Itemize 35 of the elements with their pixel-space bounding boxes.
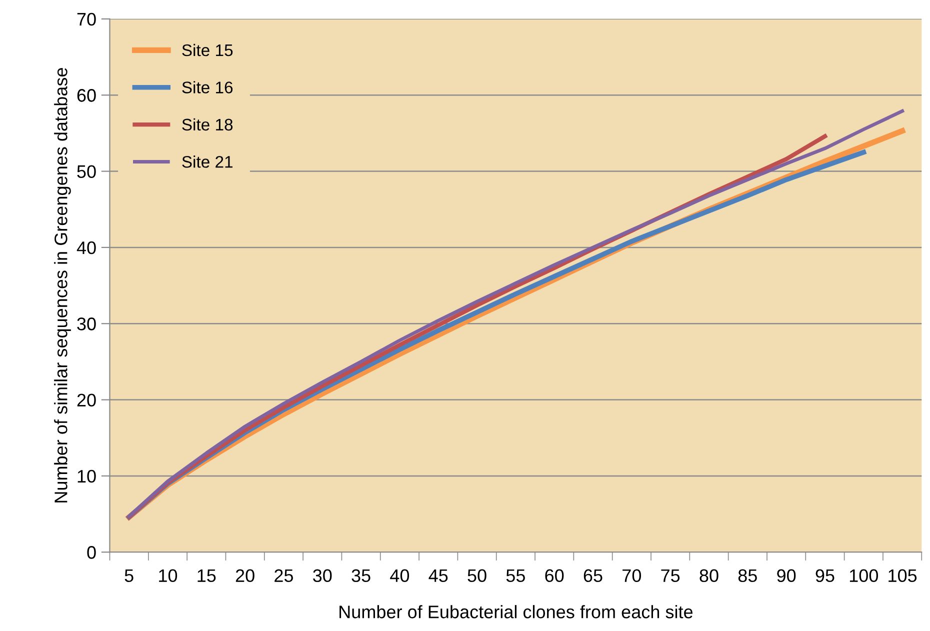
x-tick-label: 35 (352, 569, 370, 582)
x-tick-label: 30 (313, 569, 332, 582)
x-tick-label: 25 (274, 569, 293, 582)
x-tick-label: 80 (700, 569, 718, 582)
x-tick-label: 50 (468, 569, 486, 582)
legend-label: Site 21 (182, 156, 232, 168)
legend-label: Site 18 (182, 118, 233, 131)
x-tick-label: 15 (198, 569, 216, 582)
x-tick-label: 70 (622, 569, 642, 582)
x-tick-label: 60 (545, 569, 564, 582)
x-tick-label: 40 (390, 569, 410, 582)
x-tick-label: 45 (428, 569, 448, 582)
x-tick-label: 75 (661, 569, 680, 582)
x-tick-label: 20 (236, 569, 254, 582)
y-axis-title: Number of similar sequences in Greengenes database (54, 68, 71, 502)
legend-label: Site 15 (182, 44, 233, 56)
y-tick-label: 50 (77, 165, 96, 178)
x-tick-label: 10 (159, 569, 178, 582)
x-axis-title: Number of Eubacterial clones from each site (340, 605, 693, 618)
y-tick-label: 20 (77, 394, 96, 407)
y-tick-label: 10 (78, 470, 96, 483)
y-tick-label: 70 (77, 12, 96, 26)
x-tick-label: 95 (816, 569, 834, 582)
x-tick-label: 65 (584, 569, 602, 582)
x-tick-label: 85 (738, 569, 757, 582)
legend-label: Site 16 (182, 81, 233, 94)
x-tick-label: 105 (888, 569, 917, 582)
x-tick-label: 55 (506, 569, 525, 582)
y-tick-label: 60 (77, 89, 96, 102)
x-tick-label: 90 (777, 569, 796, 582)
y-tick-label: 0 (87, 546, 96, 559)
x-tick-label: 100 (850, 569, 878, 582)
x-tick-label: 5 (124, 569, 134, 582)
y-tick-label: 40 (76, 241, 96, 254)
y-tick-label: 30 (77, 318, 96, 330)
